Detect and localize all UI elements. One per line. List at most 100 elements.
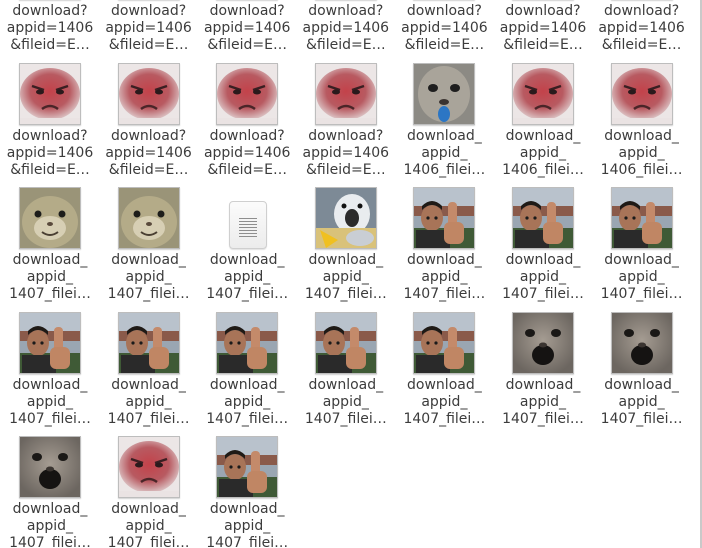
file-item[interactable]: download_ appid_ 1407_filei…: [300, 311, 392, 436]
file-name-line: download_: [604, 252, 679, 268]
file-name-line: &fileid=E…: [306, 37, 386, 53]
file-name-line: appid=1406: [499, 20, 587, 36]
file-item[interactable]: download_ appid_ 1406_filei…: [398, 62, 490, 187]
file-name-line: appid=1406: [105, 20, 192, 36]
image-thumbnail: [314, 311, 377, 374]
file-name-line: appid_: [519, 393, 567, 410]
file-item[interactable]: download_ appid_ 1407_filei…: [201, 436, 293, 548]
file-item[interactable]: download? appid=1406 &fileid=E…: [4, 62, 96, 187]
file-name-line: 1407_filei…: [9, 286, 91, 302]
file-item[interactable]: download? appid=1406 &fileid=E…: [596, 0, 688, 62]
file-name: download_ appid_ 1406_filei…: [592, 128, 692, 179]
file-name-line: download_: [209, 252, 285, 268]
file-item[interactable]: download_ appid_ 1407_filei…: [497, 311, 589, 436]
file-name-line: 1407_filei…: [107, 535, 190, 548]
file-item[interactable]: download_ appid_ 1407_filei…: [4, 311, 96, 436]
image-thumbnail: [117, 187, 180, 249]
file-name-line: appid=1406: [598, 20, 685, 36]
file-name-line: 1407_filei…: [502, 286, 584, 302]
image-thumbnail: [610, 62, 673, 125]
file-name-line: 1407_filei…: [600, 410, 683, 427]
file-name-line: appid=1406: [6, 144, 94, 161]
file-name: download_ appid_ 1407_filei…: [394, 252, 494, 303]
file-name-line: 1407_filei…: [206, 410, 289, 427]
file-item[interactable]: download_ appid_ 1407_filei…: [103, 311, 195, 436]
file-name-line: 1407_filei…: [206, 535, 289, 548]
file-name: download? appid=1406 &fileid=E…: [592, 3, 692, 54]
scrollbar-track[interactable]: [696, 0, 702, 548]
file-item[interactable]: download? appid=1406 &fileid=E…: [497, 0, 589, 62]
file-name-line: download_: [111, 252, 186, 268]
file-name-line: appid_: [421, 393, 468, 410]
file-item[interactable]: download? appid=1406 &fileid=E…: [4, 0, 96, 62]
file-item[interactable]: download? appid=1406 &fileid=E…: [300, 62, 392, 187]
file-item[interactable]: download_ appid_ 1407_filei…: [596, 187, 688, 311]
file-item[interactable]: download_ appid_ 1407_filei…: [596, 311, 688, 436]
file-name: download_ appid_ 1407_filei…: [99, 252, 199, 303]
file-item[interactable]: download_ appid_ 1407_filei…: [201, 311, 293, 436]
image-thumbnail: [19, 436, 81, 498]
file-item[interactable]: download_ appid_ 1406_filei…: [497, 62, 589, 187]
file-name-line: appid_: [224, 393, 271, 410]
file-name: download_ appid_ 1407_filei…: [592, 377, 692, 428]
file-item[interactable]: download? appid=1406 &fileid=E…: [201, 0, 293, 62]
file-name: download_ appid_ 1407_filei…: [197, 252, 297, 303]
file-name: download_ appid_ 1407_filei…: [0, 252, 100, 303]
file-name-line: download?: [12, 127, 88, 144]
file-name-line: appid_: [224, 269, 271, 285]
file-name-line: download_: [604, 376, 679, 393]
file-name: download_ appid_ 1407_filei…: [99, 377, 199, 428]
file-item[interactable]: download_ appid_ 1407_filei…: [103, 187, 195, 311]
file-name-line: 1407_filei…: [304, 286, 387, 302]
file-name-line: appid=1406: [203, 144, 291, 161]
file-name-line: appid=1406: [105, 144, 192, 161]
file-name-line: download_: [604, 127, 679, 144]
image-thumbnail: [610, 187, 673, 249]
file-name: download_ appid_ 1407_filei…: [592, 252, 692, 303]
file-name-line: &fileid=E…: [404, 37, 485, 53]
file-name-line: &fileid=E…: [601, 37, 682, 53]
image-thumbnail: [216, 436, 279, 498]
file-name-line: download_: [505, 127, 581, 144]
image-thumbnail: [117, 436, 180, 498]
file-item[interactable]: download_ appid_ 1407_filei…: [201, 187, 293, 311]
file-name-line: &fileid=E…: [207, 161, 287, 178]
file-item[interactable]: download? appid=1406 &fileid=E…: [103, 0, 195, 62]
file-item[interactable]: download? appid=1406 &fileid=E…: [300, 0, 392, 62]
file-name-line: download_: [111, 376, 186, 393]
file-item[interactable]: download? appid=1406 &fileid=E…: [398, 0, 490, 62]
file-name-line: appid_: [125, 269, 172, 285]
file-item[interactable]: download_ appid_ 1407_filei…: [4, 436, 96, 548]
file-item[interactable]: download? appid=1406 &fileid=E…: [201, 62, 293, 187]
file-item[interactable]: download? appid=1406 &fileid=E…: [103, 62, 195, 187]
file-item[interactable]: download_ appid_ 1407_filei…: [497, 187, 589, 311]
file-name-line: appid_: [421, 144, 468, 161]
file-item[interactable]: download_ appid_ 1406_filei…: [596, 62, 688, 187]
file-item[interactable]: download_ appid_ 1407_filei…: [103, 436, 195, 548]
scrollbar-thumb[interactable]: [700, 0, 702, 548]
file-item[interactable]: download_ appid_ 1407_filei…: [300, 187, 392, 311]
file-name: download? appid=1406 &fileid=E…: [99, 3, 199, 54]
file-name-line: download_: [505, 376, 581, 393]
image-thumbnail: [216, 311, 279, 374]
file-name-line: &fileid=E…: [207, 37, 287, 53]
file-name: download_ appid_ 1406_filei…: [394, 128, 494, 179]
file-name-line: appid_: [618, 393, 665, 410]
file-name-line: &fileid=E…: [503, 37, 583, 53]
file-name-line: appid=1406: [6, 20, 94, 36]
file-name-line: download_: [407, 127, 482, 144]
file-name-line: appid_: [224, 518, 271, 534]
file-name-line: download?: [12, 3, 88, 19]
file-name: download? appid=1406 &fileid=E…: [493, 3, 593, 54]
file-item[interactable]: download_ appid_ 1407_filei…: [4, 187, 96, 311]
image-thumbnail: [512, 62, 574, 125]
image-thumbnail: [512, 311, 574, 374]
file-name-line: appid=1406: [302, 20, 390, 36]
file-name-line: 1406_filei…: [502, 161, 584, 178]
file-name-line: appid_: [26, 269, 74, 285]
file-item[interactable]: download_ appid_ 1407_filei…: [398, 187, 490, 311]
file-name-line: download?: [406, 3, 482, 19]
image-thumbnail: [117, 311, 180, 374]
file-name-line: download_: [308, 252, 384, 268]
file-item[interactable]: download_ appid_ 1407_filei…: [398, 311, 490, 436]
